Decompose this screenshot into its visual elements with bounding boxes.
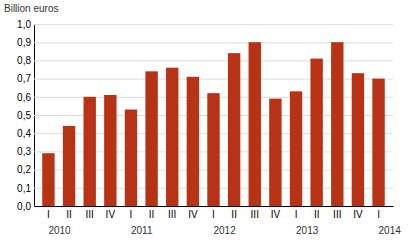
annotations: 2010 2011 2012 2013 2014	[48, 225, 401, 236]
tick: I	[130, 209, 133, 220]
annotation: 2012	[214, 225, 237, 236]
annotation: 2014	[379, 225, 402, 236]
y-label: Billion euros	[4, 3, 58, 14]
bar	[249, 42, 261, 206]
tick: I	[377, 209, 380, 220]
tick-label: IV	[271, 209, 281, 220]
tick-label: I	[130, 209, 133, 220]
chart: 0,00,10,20,30,40,50,60,70,80,91,0IIIIIII…	[0, 0, 415, 242]
bars	[42, 42, 384, 206]
tick-label: IV	[188, 209, 198, 220]
bar	[269, 99, 281, 206]
tick-label: III	[251, 209, 259, 220]
grid-line	[34, 24, 393, 25]
tick-label: II	[66, 209, 72, 220]
tick-label: 0,2	[17, 164, 31, 175]
tick: IV	[353, 209, 363, 220]
tick-label: 1,0	[17, 19, 31, 30]
tick-label: 0,3	[17, 146, 31, 157]
bar	[84, 97, 96, 206]
bar	[290, 91, 302, 206]
tick-label: 0,7	[17, 73, 31, 84]
tick-label: 0,4	[17, 128, 31, 139]
tick-label: 0,5	[17, 110, 31, 121]
tick: I	[47, 209, 50, 220]
bar	[372, 79, 384, 206]
tick-label: I	[295, 209, 298, 220]
bar	[63, 126, 75, 206]
tick-label: I	[377, 209, 380, 220]
bar	[310, 59, 322, 206]
tick-label: III	[333, 209, 341, 220]
tick: III	[251, 209, 259, 220]
tick-label: IV	[106, 209, 116, 220]
tick-label: III	[168, 209, 176, 220]
axis-line	[35, 25, 394, 207]
tick: III	[168, 209, 176, 220]
annotation: 2011	[131, 225, 153, 236]
tick: IV	[188, 209, 198, 220]
bar	[166, 68, 178, 206]
tick: II	[314, 209, 320, 220]
tick-label: I	[212, 209, 215, 220]
tick-label: II	[149, 209, 155, 220]
bar	[228, 53, 240, 206]
bar	[125, 110, 137, 206]
tick-label: IV	[353, 209, 363, 220]
tick: II	[149, 209, 155, 220]
y-axis: 0,0 0,1 0,2 0,3 0,4 0,5 0,6 0,7 0,8 0,9 1,0	[17, 19, 393, 212]
tick-label: III	[86, 209, 94, 220]
plot: 0,00,10,20,30,40,50,60,70,80,91,0IIIIIII…	[17, 19, 401, 236]
bar	[104, 95, 116, 206]
tick: 1,0	[17, 19, 393, 30]
annotation: 2010	[48, 225, 71, 236]
tick-label: II	[231, 209, 237, 220]
tick-label: II	[314, 209, 320, 220]
x-axis: IIIIIIIVIIIIIIIVIIIIIIIVIIIIIIIVI	[35, 207, 394, 221]
tick: III	[86, 209, 94, 220]
grid-line	[34, 206, 393, 207]
tick: II	[231, 209, 237, 220]
bar	[187, 77, 199, 206]
tick: I	[212, 209, 215, 220]
tick: II	[66, 209, 72, 220]
tick-label: 0,6	[17, 92, 31, 103]
bar	[42, 153, 54, 206]
bar	[207, 93, 219, 206]
tick-label: 0,0	[17, 201, 31, 212]
tick: IV	[271, 209, 281, 220]
tick: IV	[106, 209, 116, 220]
tick-label: I	[47, 209, 50, 220]
tick: III	[333, 209, 341, 220]
axis-line	[35, 206, 394, 207]
bar	[352, 73, 364, 206]
tick-label: 0,9	[17, 37, 31, 48]
bar	[145, 71, 157, 206]
tick: I	[295, 209, 298, 220]
annotation: 2013	[296, 225, 319, 236]
bar	[331, 42, 343, 206]
tick-label: 0,8	[17, 55, 31, 66]
tick-label: 0,1	[17, 183, 31, 194]
